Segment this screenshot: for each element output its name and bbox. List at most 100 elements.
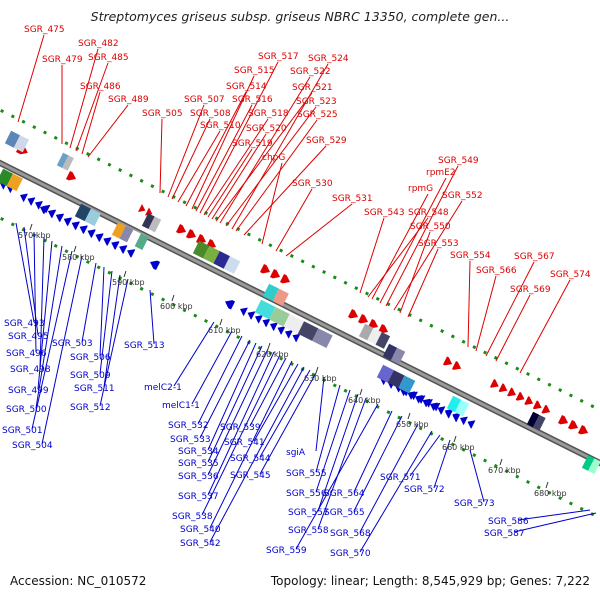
feature-block-i — [0, 168, 23, 192]
bottom-leader-26 — [209, 366, 305, 543]
forward-gene-7-4-shape — [524, 396, 534, 405]
reverse-gene-5-4-shape — [270, 322, 278, 331]
guide-lines — [0, 108, 600, 520]
reverse-gene-8-2-shape — [460, 416, 468, 425]
bottom-leader-10 — [99, 270, 113, 375]
forward-gene-8-0-shape — [557, 414, 569, 425]
bottom-gene-label-30: SGR_555 — [286, 469, 327, 479]
top-leader-30 — [385, 165, 459, 307]
feature-block-l-segment — [312, 328, 333, 349]
ruler-tick-8 — [407, 412, 411, 420]
feature-block-i-segment — [0, 168, 13, 187]
feature-block-k — [111, 222, 149, 250]
bottom-leader-3 — [39, 236, 45, 369]
feature-block-n — [446, 395, 470, 417]
bottom-gene-label-8: SGR_503 — [52, 339, 93, 349]
bottom-gene-label-28: SGR_545 — [230, 471, 271, 481]
feature-block-c-segment — [141, 213, 155, 230]
gene-features — [0, 130, 600, 475]
top-leader-20 — [231, 63, 329, 230]
label-leaders — [15, 34, 597, 553]
top-leader-8 — [171, 118, 211, 200]
top-gene-label-35: SGR_566 — [476, 266, 517, 276]
top-leader-6 — [159, 118, 163, 194]
forward-gene-3-1-shape — [185, 228, 197, 239]
forward-gene-3-0-shape — [175, 223, 187, 234]
ruler-label-8: 650 kbp — [396, 420, 429, 429]
reverse-gene-5-2-shape — [255, 315, 263, 324]
reverse-gene-5-4 — [270, 322, 278, 331]
bottom-leader-11 — [103, 274, 121, 388]
ruler-tick-3 — [171, 294, 175, 302]
top-leader-26 — [359, 217, 385, 294]
forward-gene-8-2-shape — [577, 424, 589, 435]
feature-block-k-segment — [127, 229, 141, 247]
bottom-leader-15 — [191, 330, 233, 405]
bottom-gene-label-42: SGR_586 — [488, 517, 529, 527]
ruler-tick-7 — [359, 388, 363, 396]
reverse-gene-2-3 — [63, 217, 72, 226]
top-leader-9 — [177, 130, 221, 203]
reverse-gene-7-2 — [415, 395, 423, 404]
feature-block-b-segment — [62, 155, 74, 171]
bottom-leader-14 — [173, 321, 215, 387]
top-gene-label-25: SGR_531 — [332, 194, 373, 204]
ruler-tick-4 — [219, 318, 223, 326]
bottom-leader-24 — [209, 360, 293, 529]
bottom-leader-2 — [33, 231, 37, 353]
top-leader-18 — [219, 76, 311, 224]
forward-gene-6-1 — [451, 360, 462, 370]
top-leader-11 — [191, 75, 255, 210]
reverse-gene-2-2 — [55, 213, 65, 223]
reverse-gene-8-1 — [452, 412, 461, 422]
feature-block-a — [4, 130, 30, 153]
reverse-gene-1-2-shape — [35, 201, 43, 210]
ruler-tick-5 — [267, 342, 271, 350]
top-leader-5 — [87, 104, 129, 158]
forward-gene-7-1 — [498, 383, 508, 393]
forward-gene-7-2 — [507, 387, 516, 397]
bottom-gene-label-6: SGR_501 — [2, 426, 43, 436]
bottom-gene-label-9: SGR_506 — [70, 353, 111, 363]
bottom-leader-23 — [249, 357, 287, 427]
forward-gene-1-0-shape — [65, 170, 77, 181]
ruler-label-3: 600 kbp — [160, 302, 193, 311]
bottom-leader-0 — [15, 222, 35, 323]
forward-gene-3-1 — [185, 228, 197, 239]
reverse-gene-7-1-shape — [407, 391, 416, 400]
reverse-gene-8-3-shape — [467, 420, 476, 429]
feature-block-f-segment — [375, 332, 391, 349]
forward-gene-8-0 — [557, 414, 569, 425]
ruler-tick-1 — [73, 245, 77, 253]
bottom-leader-21 — [207, 351, 275, 496]
bottom-gene-label-10: SGR_509 — [70, 371, 111, 381]
lower-guide-line — [0, 216, 600, 520]
bottom-gene-label-43: SGR_587 — [484, 529, 525, 539]
reverse-gene-7-5-shape — [437, 406, 446, 415]
forward-gene-5-1-shape — [357, 313, 369, 324]
bottom-gene-label-41: SGR_573 — [454, 499, 495, 509]
reverse-gene-2-4 — [71, 221, 80, 230]
reverse-gene-2-1 — [47, 209, 57, 219]
bottom-gene-label-27: SGR_544 — [230, 454, 271, 464]
forward-gene-7-4 — [524, 396, 534, 405]
bottom-gene-label-36: SGR_565 — [324, 508, 365, 518]
feature-block-n-segment — [454, 399, 470, 417]
forward-gene-4-2-shape — [279, 273, 291, 284]
reverse-gene-2-0-shape — [39, 205, 49, 215]
reverse-gene-8-3 — [467, 420, 476, 429]
reverse-gene-2-5-shape — [79, 225, 88, 234]
bottom-leader-12 — [99, 278, 129, 407]
feature-block-l-segment — [269, 306, 290, 327]
bottom-gene-label-12: SGR_512 — [70, 403, 111, 413]
top-gene-label-28: rpmG — [408, 184, 433, 194]
reverse-gene-8-1-shape — [452, 412, 461, 422]
reverse-gene-5-7-shape — [292, 333, 301, 343]
bottom-leader-7 — [41, 255, 83, 445]
reverse-gene-7-4-shape — [430, 402, 438, 411]
top-leader-36 — [485, 261, 535, 357]
bottom-leader-43 — [513, 512, 597, 533]
feature-block-m — [376, 364, 416, 394]
reverse-gene-1-0 — [20, 193, 28, 202]
forward-gene-7-0-shape — [489, 378, 499, 388]
